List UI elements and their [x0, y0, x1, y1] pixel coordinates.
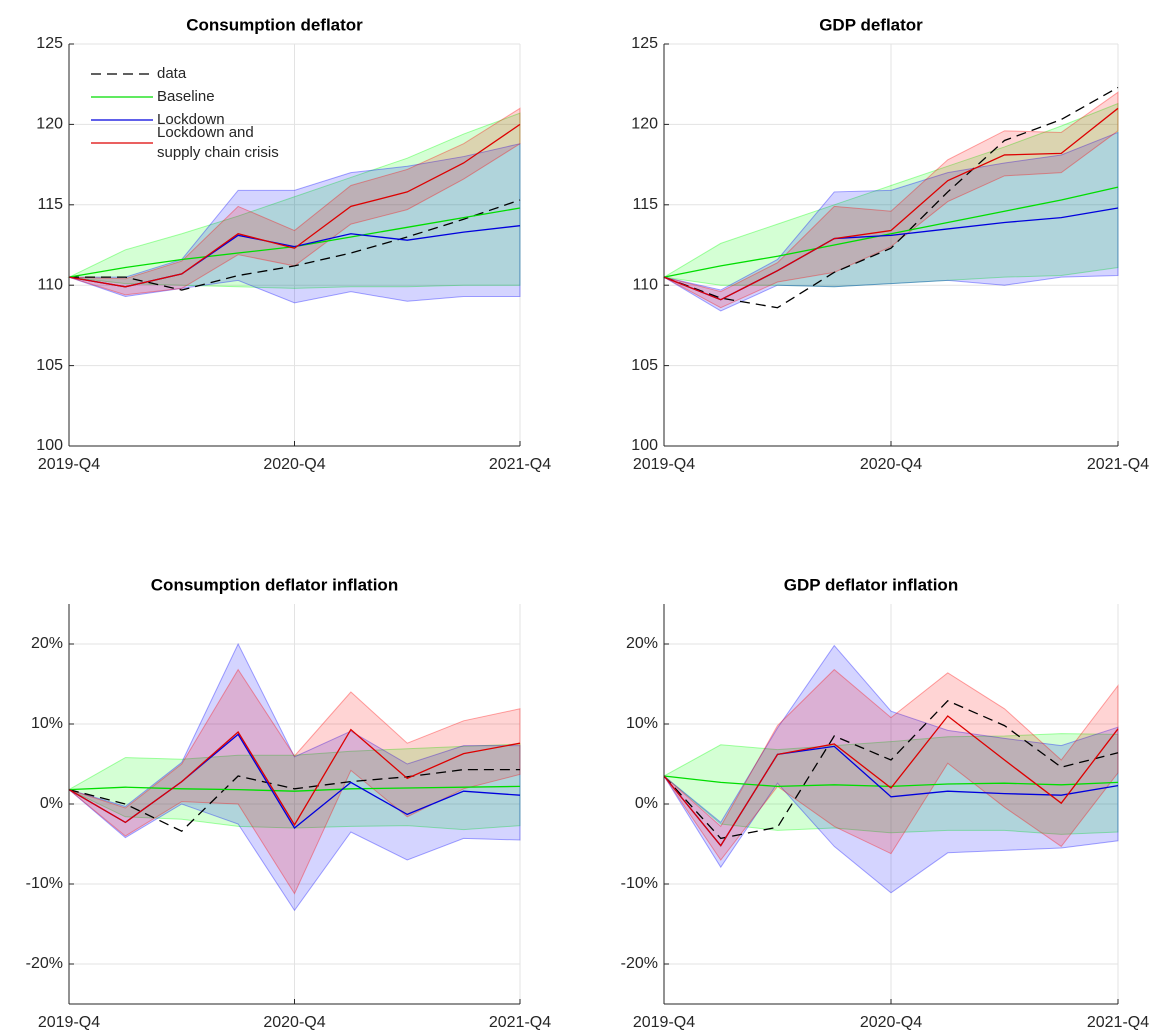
- series-line: [68, 785, 521, 792]
- series-line: [663, 86, 1119, 309]
- legend-label: Lockdown and supply chain crisis: [157, 124, 279, 161]
- x-tick-label: 2021-Q4: [489, 1014, 551, 1031]
- chart-title: GDP deflator: [819, 15, 923, 34]
- uncertainty-band: [662, 102, 1119, 288]
- x-tick-label: 2019-Q4: [38, 456, 100, 473]
- y-tick-label: 115: [632, 196, 658, 213]
- x-tick-label: 2020-Q4: [263, 456, 325, 473]
- uncertainty-band: [68, 668, 521, 895]
- y-tick-label: 0%: [40, 795, 63, 812]
- uncertainty-band: [67, 743, 521, 831]
- x-tick-label: 2021-Q4: [1087, 456, 1149, 473]
- uncertainty-band: [68, 143, 521, 304]
- uncertainty-band: [663, 91, 1119, 309]
- y-tick-label: -10%: [621, 875, 658, 892]
- chart-title: GDP deflator inflation: [784, 575, 958, 594]
- chart-title: Consumption deflator inflation: [151, 575, 398, 594]
- x-tick-label: 2020-Q4: [263, 1014, 325, 1031]
- chart-title: Consumption deflator: [186, 15, 363, 34]
- uncertainty-band: [67, 112, 521, 289]
- x-tick-label: 2021-Q4: [1087, 1014, 1149, 1031]
- x-tick-label: 2019-Q4: [633, 1014, 695, 1031]
- x-tick-label: 2020-Q4: [860, 456, 922, 473]
- x-tick-label: 2019-Q4: [38, 1014, 100, 1031]
- y-tick-label: 110: [37, 276, 63, 293]
- series-line: [68, 728, 521, 827]
- uncertainty-band: [68, 107, 521, 296]
- legend-label: Lockdown: [157, 111, 225, 128]
- y-tick-label: -10%: [26, 875, 63, 892]
- uncertainty-band: [663, 644, 1119, 894]
- y-tick-label: 100: [631, 437, 658, 454]
- series-line: [663, 107, 1119, 301]
- y-tick-label: 20%: [626, 635, 658, 652]
- series-line: [69, 199, 521, 291]
- y-tick-label: 105: [631, 357, 658, 374]
- y-tick-label: 110: [632, 276, 658, 293]
- series-line: [663, 186, 1119, 278]
- y-tick-label: 100: [36, 437, 63, 454]
- y-tick-label: 10%: [31, 715, 63, 732]
- uncertainty-band: [663, 131, 1119, 312]
- series-line: [663, 700, 1119, 840]
- y-tick-label: 10%: [626, 715, 658, 732]
- y-tick-label: -20%: [26, 955, 63, 972]
- y-tick-label: 105: [36, 357, 63, 374]
- legend-label: data: [157, 65, 187, 82]
- x-tick-label: 2021-Q4: [489, 456, 551, 473]
- y-tick-label: 115: [37, 196, 63, 213]
- x-tick-label: 2019-Q4: [633, 456, 695, 473]
- series-line: [68, 123, 521, 288]
- series-line: [68, 768, 520, 832]
- y-tick-label: 0%: [635, 795, 658, 812]
- y-tick-label: 125: [36, 35, 63, 52]
- uncertainty-band: [68, 642, 521, 912]
- y-tick-label: -20%: [621, 955, 658, 972]
- series-line: [663, 715, 1119, 847]
- series-line: [663, 775, 1119, 788]
- y-tick-label: 120: [36, 116, 63, 133]
- y-tick-label: 20%: [31, 635, 63, 652]
- y-tick-label: 120: [631, 116, 658, 133]
- legend-label: Baseline: [157, 88, 215, 105]
- x-tick-label: 2020-Q4: [860, 1014, 922, 1031]
- y-tick-label: 125: [631, 35, 658, 52]
